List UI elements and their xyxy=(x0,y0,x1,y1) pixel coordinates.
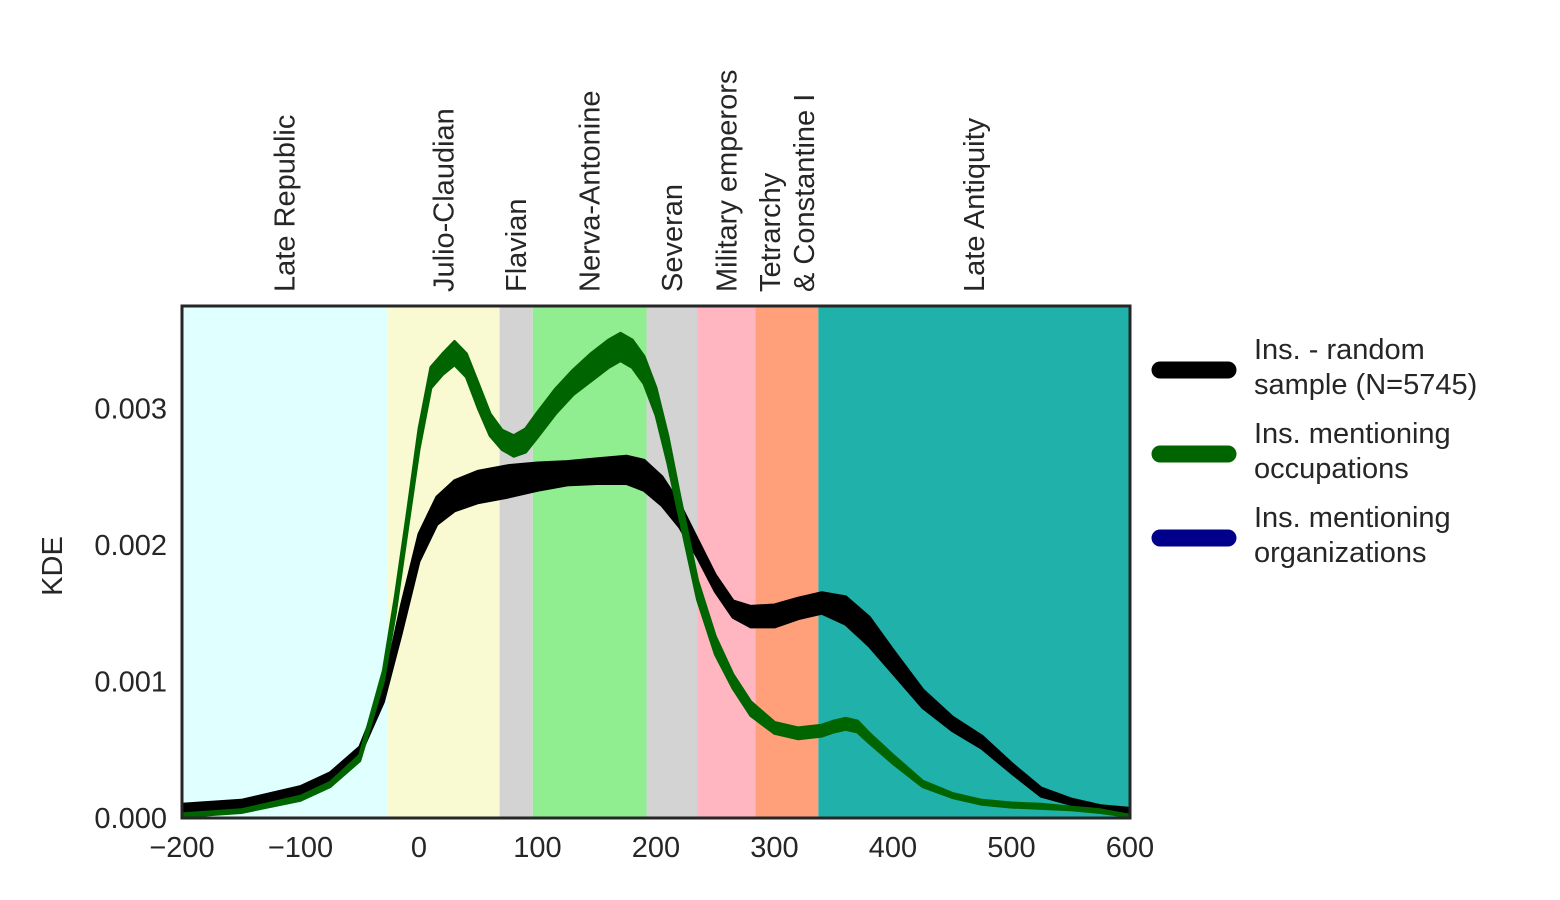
legend-label-ins-mentioning-occupations-line-2: occupations xyxy=(1254,453,1409,485)
y-axis: 0.000 0.001 0.002 0.003 xyxy=(94,393,167,835)
legend-label-ins-random-sample-n-5745-line-2: sample (N=5745) xyxy=(1254,369,1477,401)
legend-label-ins-mentioning-organizations-line-1: Ins. mentioning xyxy=(1254,502,1451,534)
x-tick-label: 0 xyxy=(411,832,427,864)
period-labels: Late Republic Julio-Claudian Flavian Nerva-… xyxy=(270,70,992,292)
period-band-flavian xyxy=(499,306,533,818)
period-label-military-emperors: Military emperors xyxy=(712,70,744,292)
x-tick-label: 400 xyxy=(869,832,917,864)
period-band-late-republic xyxy=(182,306,388,818)
y-tick-label: 0.001 xyxy=(94,666,167,698)
period-band-tetrarchy-constantine-i xyxy=(755,306,819,818)
period-label-nerva-antonine: Nerva-Antonine xyxy=(575,91,607,293)
period-label-tetrarchy-constantine-i-line-1: Tetrarchy xyxy=(755,172,787,292)
y-axis-title: KDE xyxy=(37,536,69,596)
legend-label-ins-mentioning-occupations-line-1: Ins. mentioning xyxy=(1254,418,1451,450)
x-tick-label: −200 xyxy=(149,832,214,864)
y-tick-label: 0.000 xyxy=(94,803,167,835)
legend-label-ins-random-sample-n-5745-line-1: Ins. - random xyxy=(1254,334,1425,366)
period-label-julio-claudian: Julio-Claudian xyxy=(428,108,460,292)
x-tick-label: 300 xyxy=(750,832,798,864)
x-tick-label: −100 xyxy=(268,832,333,864)
y-tick-label: 0.003 xyxy=(94,393,167,425)
period-band-nerva-antonine xyxy=(532,306,647,818)
x-tick-label: 600 xyxy=(1106,832,1154,864)
x-tick-label: 200 xyxy=(632,832,680,864)
period-label-tetrarchy-constantine-i-line-2: & Constantine I xyxy=(789,94,821,292)
legend-label-ins-mentioning-organizations-line-2: organizations xyxy=(1254,537,1427,569)
x-tick-label: 500 xyxy=(987,832,1035,864)
period-label-late-republic: Late Republic xyxy=(270,115,302,292)
x-tick-label: 100 xyxy=(513,832,561,864)
y-tick-label: 0.002 xyxy=(94,530,167,562)
period-label-flavian: Flavian xyxy=(501,199,533,293)
period-label-late-antiquity: Late Antiquity xyxy=(959,117,991,292)
plot-frame xyxy=(180,304,1132,820)
period-label-severan: Severan xyxy=(657,184,689,292)
x-axis: −200 −100 0 100 200 300 400 500 600 xyxy=(149,832,1154,864)
